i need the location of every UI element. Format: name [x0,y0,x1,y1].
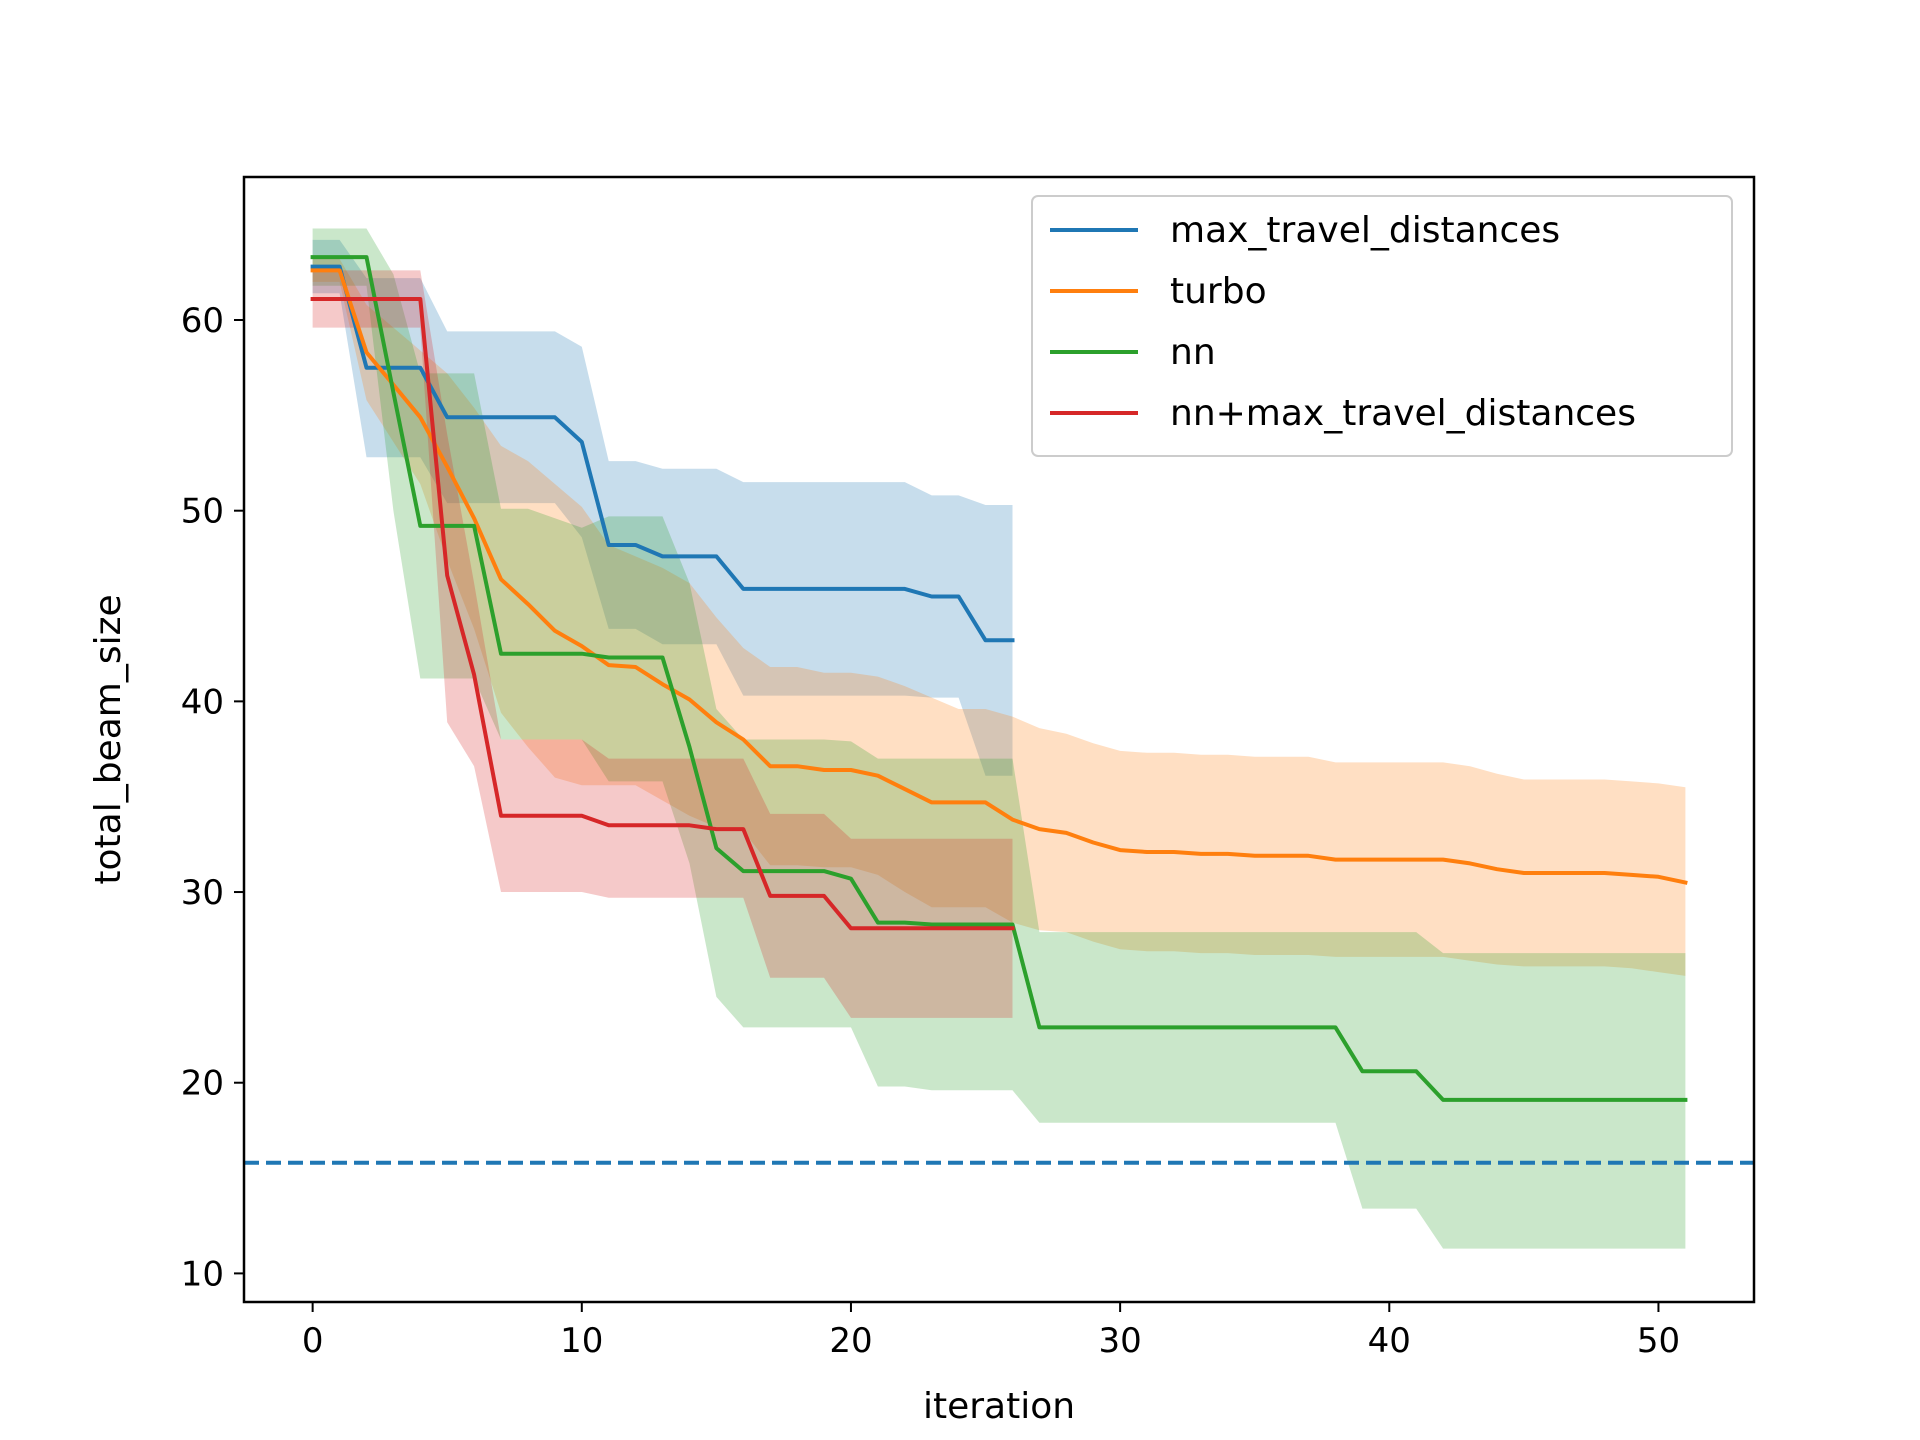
x-tick-label: 20 [829,1321,872,1361]
y-tick-label: 60 [181,301,224,341]
band-0 [312,239,1013,776]
x-tick-label: 40 [1368,1321,1411,1361]
y-tick-label: 20 [181,1064,224,1104]
series-lines [310,255,1688,1102]
plot-area-frame [242,175,1756,1304]
band-1 [312,259,1686,976]
y-tick-label: 40 [181,682,224,722]
series-line-1 [310,268,1688,885]
series-line-2 [310,255,1688,1102]
y-tick-label: 50 [181,492,224,532]
legend-label: nn [1170,332,1216,373]
legend-label: max_travel_distances [1170,210,1560,251]
y-axis-label: total_beam_size [88,594,129,884]
x-tick-label: 30 [1098,1321,1141,1361]
band-3 [312,270,1013,1018]
x-tick-label: 0 [302,1321,324,1361]
legend-label: turbo [1170,271,1267,312]
band-2 [312,228,1686,1249]
y-tick-label: 30 [181,873,224,913]
confidence-bands [312,228,1686,1249]
y-tick-label: 10 [181,1254,224,1294]
x-axis-ticks: 0 10 20 30 40 50 [302,1302,1680,1361]
series-line-3 [310,297,1015,931]
y-axis-ticks: 10 20 30 40 50 60 [181,301,244,1294]
legend-label: nn+max_travel_distances [1170,393,1636,434]
legend-box [1031,195,1733,457]
x-tick-label: 50 [1637,1321,1680,1361]
x-tick-label: 10 [560,1321,603,1361]
x-axis-label: iteration [923,1386,1075,1427]
